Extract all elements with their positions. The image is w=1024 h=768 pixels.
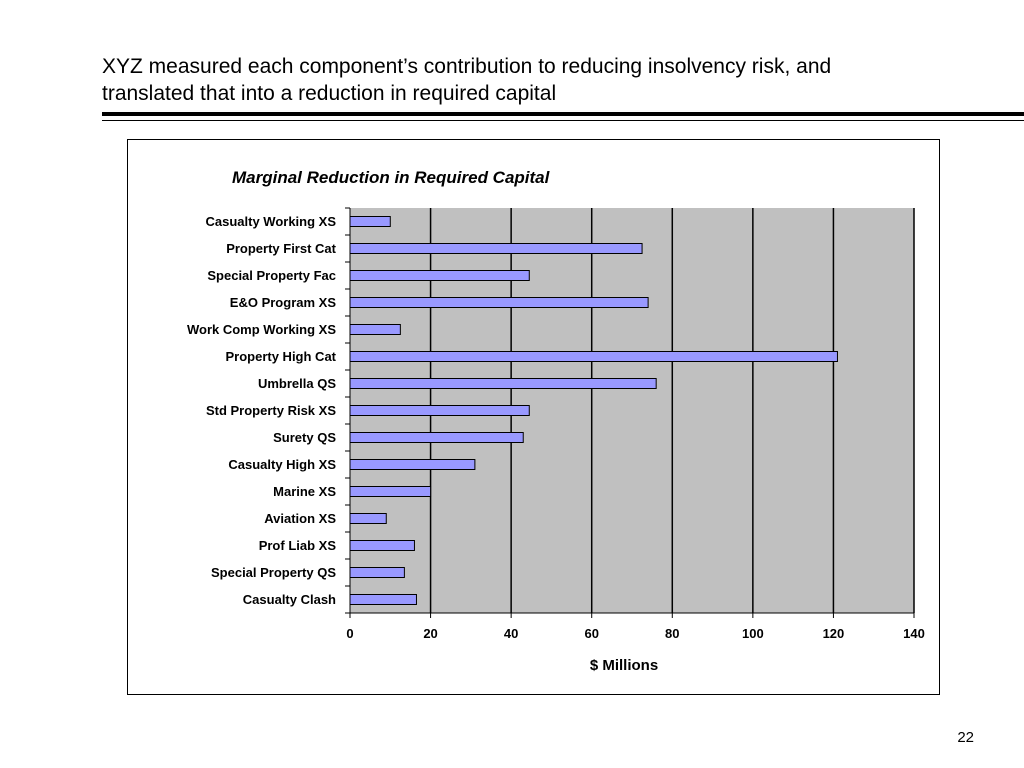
x-tick-label: 60 <box>584 626 598 641</box>
x-tick-label: 140 <box>903 626 925 641</box>
x-tick-label: 0 <box>346 626 353 641</box>
bar <box>349 297 649 308</box>
x-tick-label: 80 <box>665 626 679 641</box>
bar <box>349 459 476 470</box>
chart-frame: Marginal Reduction in Required Capital $… <box>127 139 940 695</box>
bar <box>349 486 432 497</box>
category-label: Property High Cat <box>225 349 336 364</box>
category-label: E&O Program XS <box>230 295 337 310</box>
bar <box>349 540 415 551</box>
bar <box>349 243 643 254</box>
bar <box>349 378 657 389</box>
bar <box>349 216 391 227</box>
page-number: 22 <box>957 729 974 746</box>
slide-title: XYZ measured each component’s contributi… <box>102 53 942 107</box>
title-rule-thick <box>102 112 1024 116</box>
slide-title-line-2: translated that into a reduction in requ… <box>102 82 557 105</box>
title-rule-thin <box>102 120 1024 121</box>
category-label: Marine XS <box>273 484 336 499</box>
x-tick-label: 100 <box>742 626 764 641</box>
category-label: Casualty Clash <box>243 592 336 607</box>
bar <box>349 432 524 443</box>
category-label: Casualty Working XS <box>205 214 336 229</box>
bar-chart: Marginal Reduction in Required Capital $… <box>187 168 925 674</box>
category-label: Work Comp Working XS <box>187 322 336 337</box>
bar <box>349 324 401 335</box>
category-label: Std Property Risk XS <box>206 403 336 418</box>
category-label: Umbrella QS <box>258 376 336 391</box>
x-tick-label: 40 <box>504 626 518 641</box>
category-label: Surety QS <box>273 430 336 445</box>
category-label: Special Property Fac <box>207 268 336 283</box>
category-label: Aviation XS <box>264 511 336 526</box>
bar <box>349 594 417 605</box>
bar <box>349 513 387 524</box>
category-label: Property First Cat <box>226 241 336 256</box>
category-label: Special Property QS <box>211 565 336 580</box>
bar <box>349 270 530 281</box>
bar <box>349 405 530 416</box>
plot-area: 0 20 40 60 80 100 120 140 Casualty Working XS Pro… <box>187 207 925 641</box>
category-label: Casualty High XS <box>228 457 336 472</box>
x-tick-label: 120 <box>823 626 845 641</box>
bar <box>349 351 838 362</box>
x-tick-label: 20 <box>423 626 437 641</box>
x-axis-title: $ Millions <box>590 657 658 674</box>
slide-title-line-1: XYZ measured each component’s contributi… <box>102 55 832 78</box>
chart-title: Marginal Reduction in Required Capital <box>232 168 551 187</box>
bar <box>349 567 405 578</box>
category-label: Prof Liab XS <box>259 538 337 553</box>
